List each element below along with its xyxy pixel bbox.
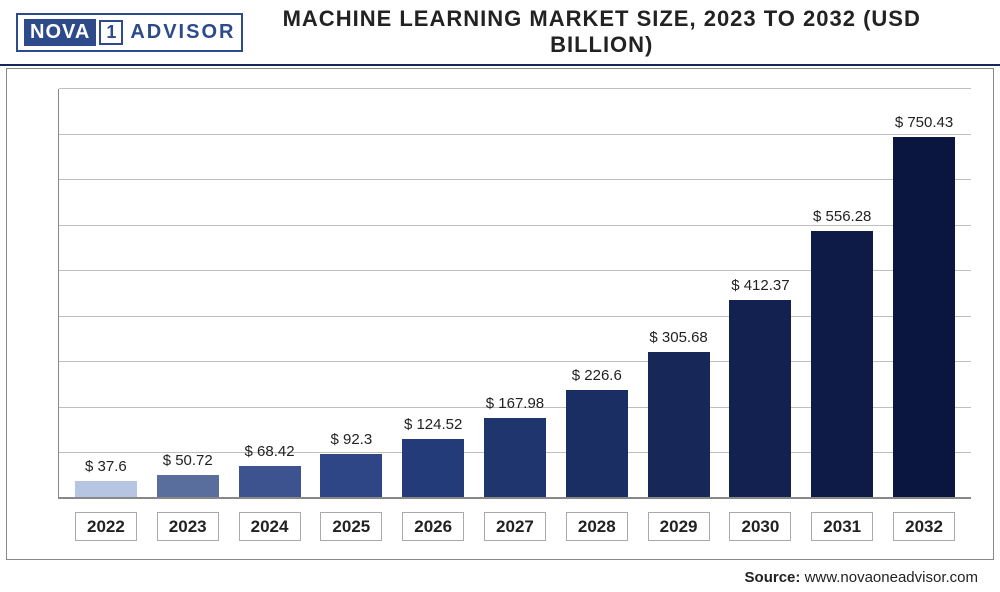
bar (402, 439, 464, 499)
bar-value-label: $ 167.98 (486, 395, 544, 412)
category-label: 2024 (239, 512, 301, 541)
logo: NOVA 1 ADVISOR (16, 13, 243, 52)
bar (239, 466, 301, 499)
category-cell: 2025 (310, 512, 392, 541)
source-label: Source: (745, 569, 801, 586)
category-cell: 2032 (883, 512, 965, 541)
category-cell: 2028 (556, 512, 638, 541)
bar-value-label: $ 305.68 (649, 329, 707, 346)
category-cell: 2029 (638, 512, 720, 541)
category-cell: 2023 (147, 512, 229, 541)
bar-slot: $ 167.98 (474, 89, 556, 499)
bar-value-label: $ 412.37 (731, 277, 789, 294)
category-cell: 2031 (801, 512, 883, 541)
bar-value-label: $ 92.3 (330, 431, 372, 448)
bar-slot: $ 412.37 (720, 89, 802, 499)
bar-value-label: $ 556.28 (813, 208, 871, 225)
category-label: 2023 (157, 512, 219, 541)
bar-value-label: $ 50.72 (163, 452, 213, 469)
bar-value-label: $ 750.43 (895, 114, 953, 131)
bar-slot: $ 124.52 (392, 89, 474, 499)
category-cell: 2022 (65, 512, 147, 541)
logo-part-nova: NOVA (24, 19, 96, 46)
category-label: 2025 (320, 512, 382, 541)
bar-slot: $ 68.42 (229, 89, 311, 499)
bar-value-label: $ 124.52 (404, 416, 462, 433)
chart-title: MACHINE LEARNING MARKET SIZE, 2023 TO 20… (243, 6, 1000, 58)
source-value: www.novaoneadvisor.com (805, 569, 978, 586)
category-label: 2026 (402, 512, 464, 541)
bar-slot: $ 37.6 (65, 89, 147, 499)
plot-area: $ 37.6 $ 50.72 $ 68.42 $ 92.3 $ 124.52 $ 167.… (59, 89, 971, 499)
category-label: 2027 (484, 512, 546, 541)
bar-slot: $ 556.28 (801, 89, 883, 499)
bar (484, 418, 546, 499)
header: NOVA 1 ADVISOR MACHINE LEARNING MARKET S… (0, 0, 1000, 66)
category-cell: 2024 (229, 512, 311, 541)
category-row: 2022 2023 2024 2025 2026 2027 2028 2029 2030 2031… (59, 512, 971, 541)
bar-slot: $ 750.43 (883, 89, 965, 499)
category-label: 2032 (893, 512, 955, 541)
category-cell: 2030 (720, 512, 802, 541)
bar (893, 137, 955, 499)
category-cell: 2026 (392, 512, 474, 541)
bar-slot: $ 305.68 (638, 89, 720, 499)
bar (566, 390, 628, 499)
chart-container: $ 37.6 $ 50.72 $ 68.42 $ 92.3 $ 124.52 $ 167.… (6, 68, 994, 560)
logo-part-advisor: ADVISOR (126, 21, 235, 44)
category-label: 2030 (729, 512, 791, 541)
bar-value-label: $ 226.6 (572, 367, 622, 384)
bar-value-label: $ 68.42 (245, 443, 295, 460)
bar-slot: $ 92.3 (310, 89, 392, 499)
bars-row: $ 37.6 $ 50.72 $ 68.42 $ 92.3 $ 124.52 $ 167.… (59, 89, 971, 499)
source-line: Source: www.novaoneadvisor.com (745, 569, 978, 586)
x-axis (59, 497, 971, 499)
bar (157, 475, 219, 499)
bar (320, 454, 382, 499)
bar (648, 352, 710, 499)
bar-slot: $ 50.72 (147, 89, 229, 499)
logo-part-one: 1 (99, 20, 123, 45)
category-cell: 2027 (474, 512, 556, 541)
category-label: 2031 (811, 512, 873, 541)
category-label: 2028 (566, 512, 628, 541)
bar-value-label: $ 37.6 (85, 458, 127, 475)
category-label: 2022 (75, 512, 137, 541)
bar-slot: $ 226.6 (556, 89, 638, 499)
bar (811, 231, 873, 499)
bar (729, 300, 791, 499)
category-label: 2029 (648, 512, 710, 541)
